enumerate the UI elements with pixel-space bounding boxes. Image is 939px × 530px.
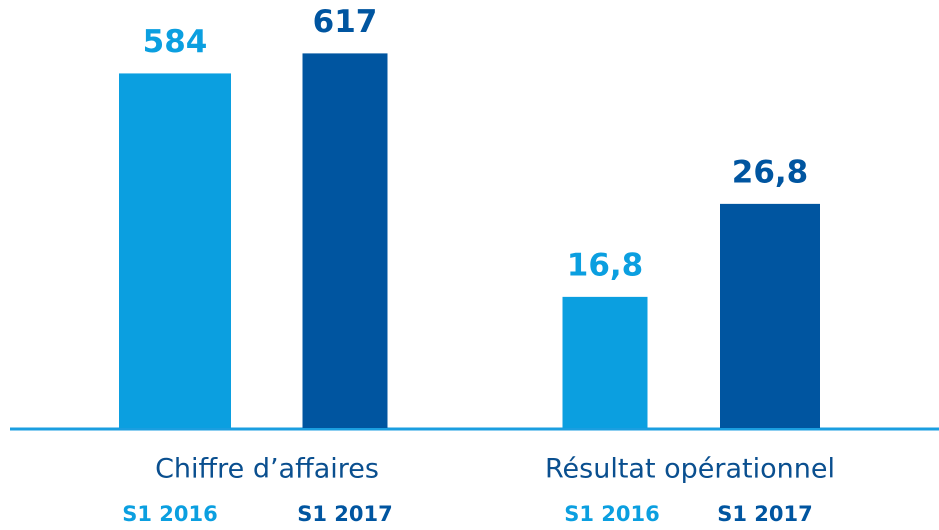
bar (119, 73, 231, 428)
value-label: 16,8 (567, 247, 644, 283)
value-label: 584 (143, 24, 208, 60)
category-label: S1 2017 (297, 502, 393, 526)
group-title: Chiffre d’affaires (155, 454, 379, 485)
category-label: S1 2017 (717, 502, 813, 526)
bar (562, 296, 648, 428)
group-title: Résultat opérationnel (545, 454, 835, 485)
value-label: 26,8 (732, 154, 809, 190)
value-label: 617 (313, 4, 378, 40)
bar (720, 203, 820, 428)
bar (302, 53, 388, 429)
category-label: S1 2016 (122, 502, 218, 526)
category-label: S1 2016 (564, 502, 660, 526)
